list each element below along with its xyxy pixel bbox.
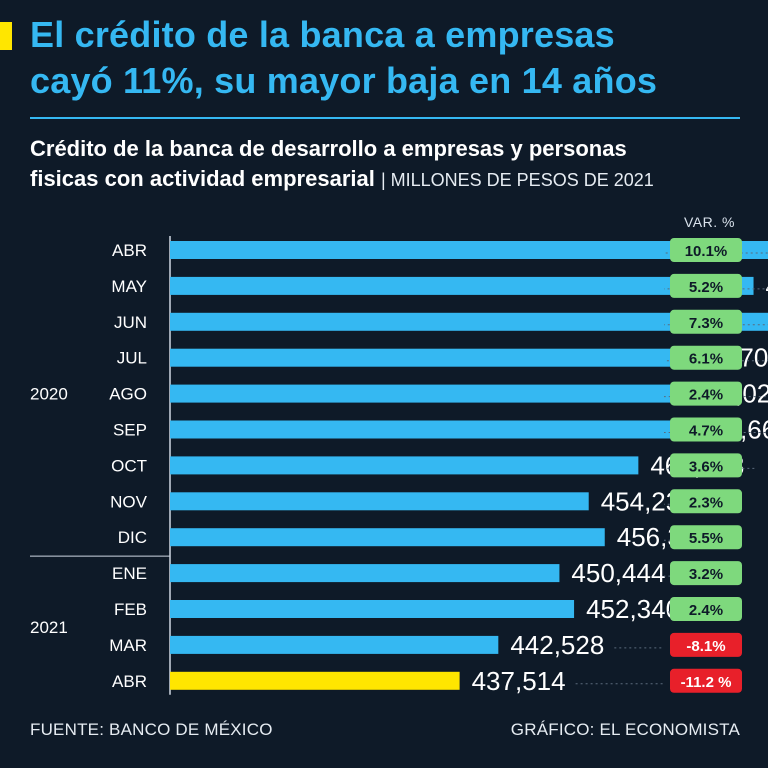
variation-label: 4.7%: [689, 423, 723, 440]
variation-label: -11.2 %: [681, 674, 732, 691]
bar: [170, 528, 605, 547]
variation-header: VAR. %: [684, 214, 735, 230]
variation-label: 2.4%: [689, 387, 723, 404]
subtitle-line-2: fisicas con actividad empresarial | MILL…: [30, 164, 750, 195]
variation-badge: [670, 597, 742, 621]
title-line-2: cayó 11%, su mayor baja en 14 años: [30, 60, 658, 101]
variation-badge: [670, 668, 742, 693]
bar: [170, 564, 560, 583]
subtitle-units: | MILLONES DE PESOS DE 2021: [380, 170, 654, 190]
subtitle-line-2-bold: fisicas con actividad empresarial: [30, 166, 375, 191]
year-label: 2020: [30, 385, 68, 404]
bar: [170, 492, 589, 511]
variation-badge: [670, 309, 742, 334]
month-label: SEP: [113, 421, 147, 440]
bar: [170, 600, 575, 618]
month-label: MAY: [111, 277, 147, 296]
variation-badge: [670, 417, 742, 442]
month-label: NOV: [110, 492, 148, 511]
subtitle-line-1: Crédito de la banca de desarrollo a empr…: [30, 136, 627, 161]
bar: [170, 420, 685, 439]
month-label: ENE: [112, 564, 147, 583]
year-label: 2021: [30, 618, 68, 637]
bar: [170, 348, 713, 367]
accent-tab: [0, 22, 12, 50]
month-label: JUL: [117, 349, 147, 368]
bar: [170, 241, 768, 259]
variation-badge: [670, 489, 742, 514]
variation-badge: [670, 238, 742, 262]
variation-badge: [670, 345, 742, 370]
value-label: 450,444: [571, 558, 665, 588]
month-label: OCT: [111, 456, 147, 475]
month-label: ABR: [112, 672, 147, 691]
variation-badge: [670, 561, 742, 586]
bar: [170, 456, 639, 475]
month-label: AGO: [109, 385, 147, 404]
bar: [170, 635, 499, 654]
value-label: 437,514: [472, 666, 566, 696]
variation-label: 5.2%: [689, 279, 723, 296]
bar: [170, 276, 754, 295]
variation-label: 10.1%: [685, 243, 728, 260]
variation-label: 3.2%: [689, 566, 723, 583]
variation-badge: [670, 632, 742, 657]
value-label: 475,588: [766, 271, 768, 301]
variation-label: 5.5%: [689, 530, 723, 547]
bar: [170, 384, 680, 403]
graphic-credit: GRÁFICO: EL ECONOMISTA: [510, 720, 740, 739]
variation-badge: [670, 453, 742, 478]
variation-badge: [670, 381, 742, 406]
variation-label: -8.1%: [686, 638, 725, 655]
variation-label: 2.3%: [689, 494, 723, 511]
variation-label: 2.4%: [689, 602, 723, 619]
value-label: 442,528: [510, 630, 604, 660]
variation-badge: [670, 525, 742, 550]
bar: [170, 312, 768, 331]
chart-subtitle: Crédito de la banca de desarrollo a empr…: [30, 134, 750, 195]
bar: [170, 671, 460, 690]
variation-label: 3.6%: [689, 458, 723, 475]
month-label: MAR: [109, 636, 147, 655]
variation-badge: [670, 273, 742, 298]
title-divider: [30, 117, 740, 119]
month-label: ABR: [112, 241, 147, 260]
value-label: 452,340: [586, 594, 680, 624]
variation-label: 7.3%: [689, 315, 723, 332]
source-note: FUENTE: BANCO DE MÉXICO: [30, 720, 273, 739]
month-label: FEB: [114, 600, 147, 619]
page-title: El crédito de la banca a empresas cayó 1…: [30, 12, 750, 104]
month-label: DIC: [118, 528, 147, 547]
variation-label: 6.1%: [689, 351, 723, 368]
month-label: JUN: [114, 313, 147, 332]
title-line-1: El crédito de la banca a empresas: [30, 14, 615, 55]
